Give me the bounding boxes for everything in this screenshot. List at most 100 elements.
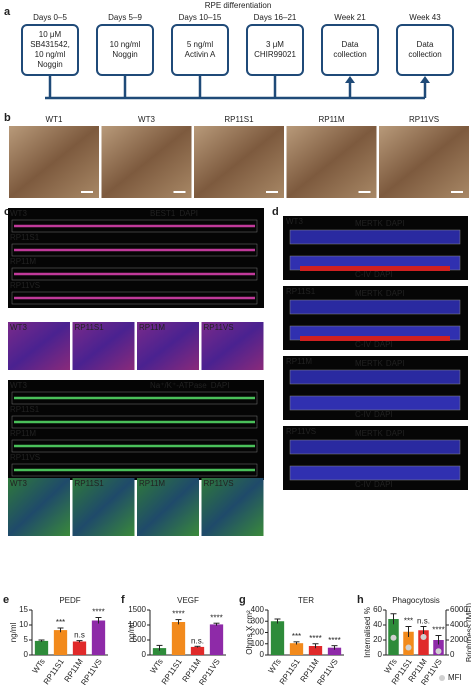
- step-text: Activin A: [185, 50, 216, 59]
- strip-frame: [11, 243, 258, 257]
- thumbnail-label: RP11S1: [75, 479, 105, 488]
- chart-title: PEDF: [59, 596, 80, 605]
- layer: [289, 439, 461, 455]
- significance: ****: [92, 608, 104, 617]
- zstack-label: RP11S1: [286, 287, 316, 296]
- micrograph: [286, 126, 377, 198]
- mfi-dot: [405, 644, 412, 651]
- bar: [270, 621, 285, 655]
- bar: [72, 641, 87, 655]
- stain-label: C-IV: [355, 270, 372, 279]
- thumbnail-label: RP11M: [139, 323, 165, 332]
- step-text: SB431542,: [30, 40, 70, 49]
- significance: ****: [432, 626, 444, 635]
- bar: [171, 622, 186, 655]
- sample-label: RP11VS: [409, 115, 439, 124]
- strip-label: RP11M: [10, 429, 36, 438]
- step-text: CHIR99021: [254, 50, 296, 59]
- legend-label: MFI: [448, 673, 462, 682]
- step-text: 10 μM: [39, 30, 62, 39]
- x-tick-label: WTs: [31, 657, 47, 675]
- stain-label: C-IV: [355, 340, 372, 349]
- strip-label: RP11VS: [10, 453, 40, 462]
- y2-tick-label: 4000: [450, 620, 468, 629]
- layer: [289, 395, 461, 411]
- y-tick-label: 10: [19, 620, 28, 629]
- zstack-label: RP11M: [286, 357, 312, 366]
- red-signal: [300, 266, 450, 271]
- y2-tick-label: 6000: [450, 605, 468, 614]
- step-text: Noggin: [112, 50, 137, 59]
- significance: ***: [404, 617, 413, 626]
- thumbnail: [137, 478, 199, 536]
- legend-marker: [439, 675, 445, 681]
- panel-letter: g: [239, 594, 246, 606]
- significance: n.s.: [191, 636, 204, 645]
- y-tick-label: 5: [24, 635, 29, 644]
- stain-label: DAPI: [211, 381, 230, 390]
- sample-label: WT1: [46, 115, 63, 124]
- significance: ***: [292, 632, 301, 641]
- x-tick-label: RP11S1: [160, 657, 184, 685]
- sample-label: WT3: [138, 115, 155, 124]
- y-tick-label: 0: [378, 650, 383, 659]
- zstack-label: WT3: [286, 217, 303, 226]
- stain-label: C-IV: [355, 480, 372, 489]
- thumbnail-label: RP11S1: [75, 323, 105, 332]
- stain-label: MERTK: [355, 359, 384, 368]
- strip-frame: [11, 291, 258, 305]
- y-tick-label: 1500: [128, 605, 146, 614]
- y-tick-label: 400: [251, 605, 265, 614]
- thumbnail-label: RP11M: [139, 479, 165, 488]
- stain-label: MERTK: [355, 429, 384, 438]
- bar: [308, 646, 323, 655]
- step-text: 10 ng/ml: [35, 50, 66, 59]
- bar: [433, 640, 444, 655]
- thumbnail-label: RP11VS: [204, 479, 234, 488]
- thumbnail: [72, 322, 135, 370]
- step-header: Week 21: [334, 13, 366, 22]
- stain-label: DAPI: [374, 480, 393, 489]
- bar: [327, 647, 342, 655]
- panel-letter: a: [4, 6, 11, 18]
- bar: [190, 646, 205, 655]
- step-text: Data: [342, 40, 359, 49]
- stain-label: BEST1: [150, 209, 176, 218]
- strip-frame: [11, 219, 258, 233]
- chart-title: TER: [298, 596, 314, 605]
- strip-label: RP11S1: [10, 405, 40, 414]
- y-tick-label: 200: [251, 628, 265, 637]
- mfi-dot: [435, 648, 442, 655]
- significance: ****: [328, 636, 340, 645]
- x-tick-label: WTs: [267, 657, 283, 675]
- thumbnail: [72, 478, 135, 536]
- chart-title: VEGF: [177, 596, 199, 605]
- y-tick-label: 300: [251, 616, 265, 625]
- mfi-dot: [420, 634, 427, 640]
- y-tick-label: 60: [373, 605, 382, 614]
- confocal-strip: [8, 208, 264, 308]
- bar: [418, 630, 429, 655]
- significance: ***: [56, 618, 65, 627]
- step-header: Week 43: [409, 13, 441, 22]
- strip-label: WT3: [10, 209, 27, 218]
- strip-label: RP11S1: [10, 233, 40, 242]
- y-tick-label: 500: [133, 635, 147, 644]
- chart-title: Phagocytosis: [392, 596, 440, 605]
- strip-label: RP11VS: [10, 281, 40, 290]
- red-signal: [300, 336, 450, 341]
- y-tick-label: 0: [142, 650, 147, 659]
- panel-title: RPE differentiation: [205, 1, 272, 10]
- stain-label: DAPI: [386, 429, 405, 438]
- micrograph: [9, 126, 99, 198]
- stain-label: DAPI: [386, 219, 405, 228]
- stain-label: MERTK: [355, 289, 384, 298]
- layer: [289, 229, 461, 245]
- strip-frame: [11, 391, 258, 405]
- bar: [53, 630, 68, 655]
- step-text: 10 ng/ml: [110, 40, 141, 49]
- y-tick-label: 20: [373, 635, 382, 644]
- y-label: pg/ml: [127, 622, 136, 642]
- y-tick-label: 0: [260, 650, 265, 659]
- step-text: collection: [408, 50, 441, 59]
